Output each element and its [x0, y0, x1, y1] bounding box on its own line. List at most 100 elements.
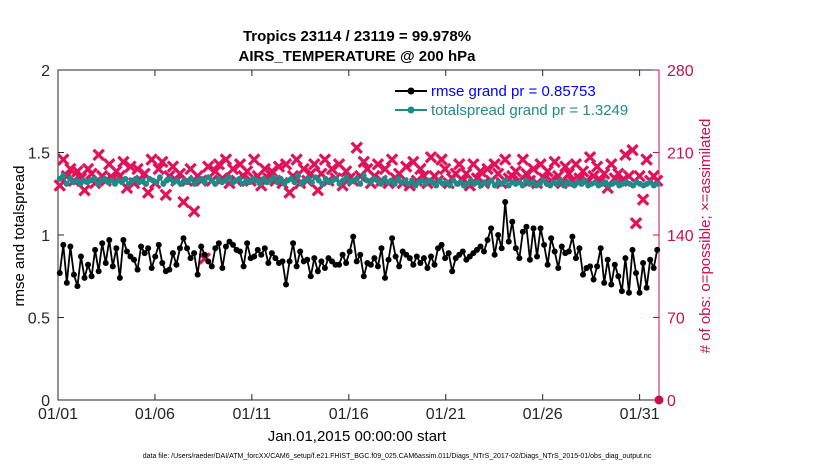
- obs-assimilated-marker: [145, 153, 158, 166]
- x-tick-label: 01/16: [329, 406, 369, 423]
- rmse-point: [392, 253, 399, 260]
- obs-assimilated-point: [636, 193, 650, 206]
- rmse-point: [67, 243, 74, 250]
- rmse-point: [537, 225, 544, 232]
- rmse-point: [491, 251, 498, 258]
- rmse-point: [534, 253, 541, 260]
- obs-assimilated-marker: [438, 162, 452, 176]
- rmse-point: [640, 260, 647, 267]
- obs-assimilated-point: [378, 162, 392, 176]
- obs-assimilated-point: [247, 153, 261, 166]
- rmse-point: [339, 251, 346, 258]
- rmse-point: [431, 261, 438, 268]
- rmse-point: [265, 260, 272, 267]
- legend-box: [392, 80, 650, 122]
- rmse-point: [597, 245, 604, 252]
- totalspread-point: [122, 175, 129, 182]
- rmse-point: [382, 274, 389, 281]
- rmse-point: [184, 245, 191, 252]
- rmse-point: [343, 260, 350, 267]
- obs-assimilated-marker: [622, 169, 636, 183]
- obs-assimilated-marker: [541, 165, 554, 178]
- obs-assimilated-marker: [131, 162, 144, 176]
- rmse-point: [244, 240, 251, 247]
- obs-assimilated-point: [452, 158, 466, 171]
- x-tick-label: 01/01: [38, 406, 78, 423]
- obs-assimilated-point: [414, 162, 427, 176]
- legend: rmse grand pr = 0.85753 totalspread gran…: [392, 80, 650, 122]
- obs-assimilated-marker: [297, 162, 310, 176]
- rmse-point: [350, 233, 357, 240]
- rmse-point: [205, 258, 212, 265]
- rmse-point: [113, 245, 120, 252]
- obs-assimilated-marker: [141, 186, 155, 199]
- obs-assimilated-point: [488, 158, 501, 171]
- obs-assimilated-point: [548, 155, 561, 169]
- totalspread-series: [56, 172, 661, 189]
- totalspread-point: [257, 180, 264, 187]
- obs-assimilated-marker: [378, 162, 392, 176]
- obs-assimilated-point: [283, 186, 296, 199]
- obs-assimilated-point: [424, 150, 438, 164]
- obs-assimilated-marker: [488, 158, 501, 171]
- obs-assimilated-marker: [576, 165, 590, 178]
- rmse-point: [215, 240, 222, 247]
- obs-assimilated-point: [460, 167, 473, 180]
- totalspread-point: [447, 182, 454, 189]
- y-right-tick-label: 70: [667, 311, 685, 328]
- obs-assimilated-marker: [57, 153, 70, 166]
- obs-assimilated-point: [640, 153, 653, 166]
- obs-assimilated-marker: [516, 153, 530, 166]
- obs-assimilated-point: [399, 160, 413, 173]
- obs-assimilated-point: [633, 169, 646, 183]
- plot-area: [57, 69, 660, 401]
- obs-assimilated-marker: [339, 165, 353, 178]
- rmse-point: [304, 256, 311, 263]
- obs-assimilated-marker: [357, 155, 371, 169]
- rmse-point: [625, 289, 632, 296]
- rmse-point: [438, 241, 445, 248]
- rmse-point: [74, 283, 81, 290]
- obs-assimilated-marker: [587, 169, 600, 183]
- totalspread-point: [333, 175, 340, 182]
- totalspread-point: [519, 182, 526, 189]
- y-right-tick-label: 140: [667, 228, 694, 245]
- rmse-point: [187, 255, 194, 262]
- obs-assimilated-point: [576, 165, 590, 178]
- obs-assimilated-point: [152, 162, 166, 176]
- obs-assimilated-point: [622, 169, 636, 183]
- y-tick-label: 1: [41, 228, 50, 245]
- obs-assimilated-point: [339, 165, 353, 178]
- rmse-point: [530, 225, 537, 232]
- rmse-point: [254, 246, 261, 253]
- obs-assimilated-marker: [636, 193, 650, 206]
- obs-assimilated-marker: [78, 183, 91, 197]
- rmse-point: [481, 248, 488, 255]
- obs-assimilated-marker: [265, 165, 279, 178]
- rmse-point: [198, 243, 205, 250]
- rmse-point: [459, 248, 466, 255]
- totalspread-point: [391, 180, 398, 187]
- obs-assimilated-marker: [509, 165, 523, 178]
- obs-assimilated-marker: [318, 153, 332, 166]
- rmse-point: [569, 233, 576, 240]
- rmse-point: [60, 241, 67, 248]
- rmse-point: [92, 246, 99, 253]
- rmse-point: [579, 271, 586, 278]
- obs-assimilated-point: [385, 153, 399, 166]
- rmse-point: [166, 266, 173, 273]
- rmse-point: [378, 245, 385, 252]
- obs-assimilated-marker: [612, 167, 625, 180]
- totalspread-point: [63, 180, 70, 187]
- rmse-point: [138, 243, 145, 250]
- rmse-point: [427, 253, 434, 260]
- rmse-point: [618, 288, 625, 295]
- rmse-point: [371, 255, 378, 262]
- obs-assimilated-marker: [226, 162, 240, 176]
- rmse-point: [541, 241, 548, 248]
- legend-rmse-marker: [407, 87, 415, 95]
- rmse-point: [148, 265, 155, 271]
- rmse-point: [555, 265, 562, 271]
- obs-assimilated-point: [265, 165, 279, 178]
